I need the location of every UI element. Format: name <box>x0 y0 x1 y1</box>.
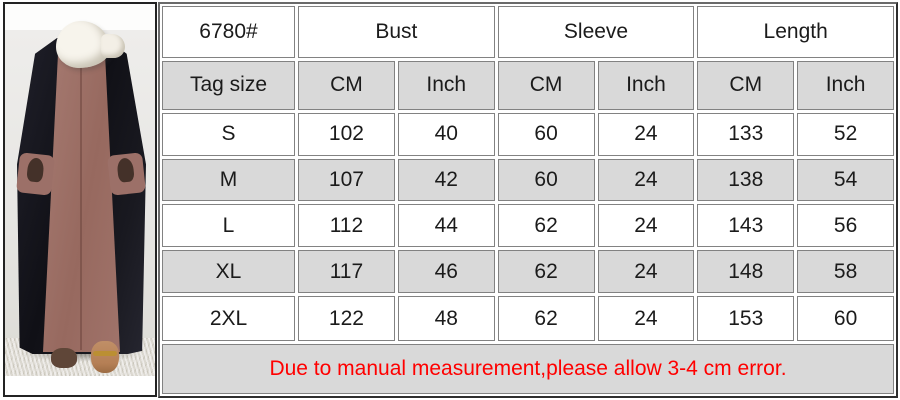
cell-2xl-length-inch: 60 <box>797 296 894 342</box>
col-header-bust-cm: CM <box>298 60 395 110</box>
foot-left <box>51 348 77 368</box>
cell-l-bust-inch: 44 <box>397 204 495 248</box>
col-header-sleeve-inch: Inch <box>597 60 695 110</box>
cell-m-bust-inch: 42 <box>397 158 495 202</box>
cell-l-sleeve-cm: 62 <box>497 204 595 248</box>
cell-2xl-sleeve-cm: 62 <box>497 296 595 342</box>
col-header-length-cm: CM <box>697 60 795 110</box>
cell-2xl-bust-cm: 122 <box>298 296 395 342</box>
product-photo <box>3 2 157 397</box>
group-header-sleeve: Sleeve <box>497 6 695 58</box>
cell-s-length-cm: 133 <box>697 112 795 156</box>
pocket-hand-right <box>107 152 146 196</box>
cell-m-bust-cm: 107 <box>298 158 395 202</box>
cell-xl-length-cm: 148 <box>697 250 795 294</box>
cell-l-length-inch: 56 <box>797 204 894 248</box>
hand-left <box>26 157 45 183</box>
size-label-s: S <box>162 112 296 156</box>
col-header-length-inch: Inch <box>797 60 894 110</box>
size-label-2xl: 2XL <box>162 296 296 342</box>
model-scarf-tail <box>101 34 125 58</box>
cell-s-sleeve-cm: 60 <box>497 112 595 156</box>
cell-m-sleeve-cm: 60 <box>497 158 595 202</box>
cell-s-sleeve-inch: 24 <box>597 112 695 156</box>
cell-xl-sleeve-inch: 24 <box>597 250 695 294</box>
cell-xl-sleeve-cm: 62 <box>497 250 595 294</box>
cell-2xl-sleeve-inch: 24 <box>597 296 695 342</box>
cell-l-length-cm: 143 <box>697 204 795 248</box>
cell-m-length-cm: 138 <box>697 158 795 202</box>
pocket-hand-left <box>16 152 55 196</box>
cell-xl-bust-inch: 46 <box>397 250 495 294</box>
measurement-note: Due to manual measurement,please allow 3… <box>162 344 894 394</box>
cell-m-length-inch: 54 <box>797 158 894 202</box>
size-label-xl: XL <box>162 250 296 294</box>
cell-xl-bust-cm: 117 <box>298 250 395 294</box>
photo-bottom-strip <box>5 376 155 395</box>
sandal-strap <box>93 351 117 356</box>
cell-2xl-length-cm: 153 <box>697 296 795 342</box>
product-code-cell: 6780# <box>162 6 296 58</box>
col-header-sleeve-cm: CM <box>497 60 595 110</box>
col-header-tag-size: Tag size <box>162 60 296 110</box>
cell-s-length-inch: 52 <box>797 112 894 156</box>
size-table: 6780# Bust Sleeve Length Tag size CM Inc… <box>158 2 898 398</box>
cell-2xl-bust-inch: 48 <box>397 296 495 342</box>
group-header-bust: Bust <box>298 6 495 58</box>
cell-m-sleeve-inch: 24 <box>597 158 695 202</box>
cell-s-bust-cm: 102 <box>298 112 395 156</box>
size-label-l: L <box>162 204 296 248</box>
cell-l-bust-cm: 112 <box>298 204 395 248</box>
group-header-length: Length <box>697 6 894 58</box>
cell-s-bust-inch: 40 <box>397 112 495 156</box>
cell-l-sleeve-inch: 24 <box>597 204 695 248</box>
size-label-m: M <box>162 158 296 202</box>
foot-right <box>91 341 119 373</box>
hand-right <box>116 157 135 183</box>
cell-xl-length-inch: 58 <box>797 250 894 294</box>
dress-center-seam <box>80 64 82 350</box>
col-header-bust-inch: Inch <box>397 60 495 110</box>
